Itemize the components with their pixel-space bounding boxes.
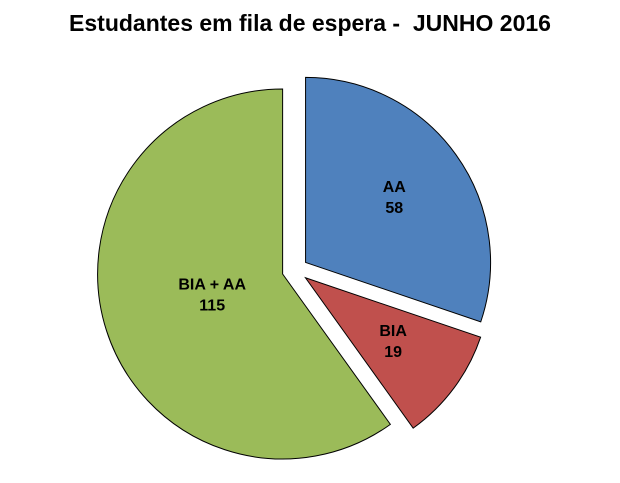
slice-category-text: AA [383, 179, 407, 196]
slice-value-text: 115 [199, 298, 225, 315]
pie-slice-label: AA 58 [383, 179, 407, 217]
pie-slice-label: BIA 19 [379, 323, 407, 361]
pie-slice-bia [304, 276, 482, 429]
pie-slice-bia-aa [97, 88, 392, 460]
pie-slice-aa [305, 76, 492, 323]
slice-value-text: 58 [385, 200, 403, 217]
slice-value-text: 19 [384, 344, 402, 361]
slice-category-text: BIA + AA [178, 277, 246, 294]
pie-slice-label: BIA + AA 115 [178, 277, 246, 315]
chart-title: Estudantes em fila de espera - JUNHO 201… [69, 10, 551, 36]
slice-category-text: BIA [379, 323, 407, 340]
